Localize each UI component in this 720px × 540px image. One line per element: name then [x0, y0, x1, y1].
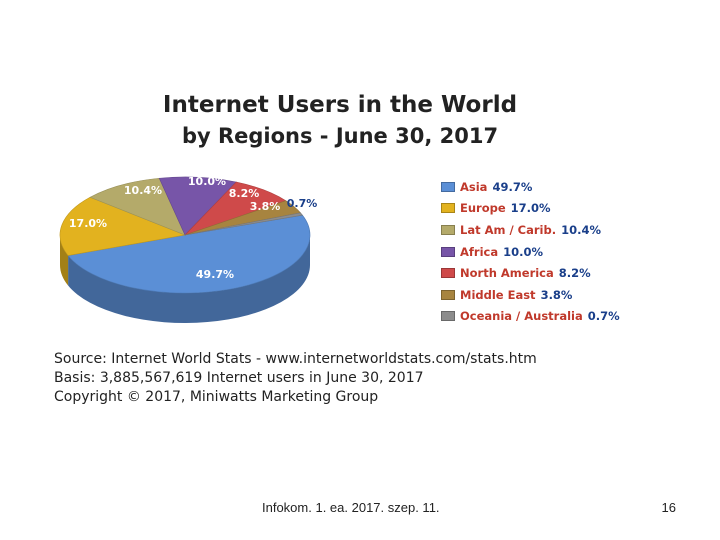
legend-item: Africa 10.0%	[441, 241, 620, 263]
pie-slice-lat-am-carib	[89, 177, 186, 236]
legend-item: Asia 49.7%	[441, 176, 620, 198]
pie-slice-side	[60, 235, 69, 286]
copyright-line: Copyright © 2017, Miniwatts Marketing Gr…	[54, 389, 379, 405]
legend-swatch	[441, 203, 455, 214]
page-number: 16	[661, 500, 676, 515]
legend-value: 0.7%	[587, 309, 620, 324]
source-line: Source: Internet World Stats - www.inter…	[54, 351, 537, 367]
pie-slice-europe	[59, 196, 187, 256]
legend-swatch	[441, 268, 455, 279]
legend-label: Africa	[460, 244, 499, 259]
pie-slice-side	[68, 235, 310, 324]
pie-value-label: 17.0%	[69, 217, 107, 230]
pie-chart: 49.7% 17.0% 10.4% 10.0%8.2%3.8% 0.7%	[59, 175, 318, 324]
chart-legend: Asia 49.7% Europe 17.0% Lat Am / Carib. 10.4%…	[441, 176, 620, 327]
legend-swatch	[441, 311, 455, 322]
pie-slice-africa	[158, 176, 237, 236]
legend-item: North America 8.2%	[441, 262, 620, 284]
legend-label: Lat Am / Carib.	[460, 222, 557, 237]
legend-label: Europe	[460, 201, 506, 216]
chart-title: Internet Users in the World	[162, 92, 518, 118]
pie-value-label: 10.0%	[188, 175, 226, 188]
legend-value: 3.8%	[540, 287, 573, 302]
legend-label: Asia	[460, 179, 488, 194]
legend-value: 10.4%	[561, 222, 601, 237]
pie-value-label: 49.7%	[196, 268, 234, 281]
source-notes: Source: Internet World Stats - www.inter…	[54, 350, 537, 407]
legend-label: North America	[460, 266, 554, 281]
slide-footer: Infokom. 1. ea. 2017. szep. 11.	[262, 500, 440, 515]
legend-swatch	[441, 246, 455, 257]
legend-label: Oceania / Australia	[460, 309, 583, 324]
legend-value: 49.7%	[492, 179, 533, 194]
pie-value-label: 8.2%	[229, 187, 260, 200]
pie-value-label: 0.7%	[287, 197, 318, 210]
legend-value: 17.0%	[510, 201, 551, 216]
legend-label: Middle East	[460, 287, 536, 302]
chart-subtitle: by Regions - June 30, 2017	[181, 124, 499, 148]
legend-swatch	[441, 289, 455, 300]
pie-slice-asia	[67, 214, 311, 294]
legend-item: Middle East 3.8%	[441, 284, 620, 306]
pie-value-label: 10.4%	[124, 184, 162, 197]
legend-value: 10.0%	[503, 244, 543, 259]
pie-value-label: 3.8%	[250, 200, 281, 213]
legend-item: Oceania / Australia 0.7%	[441, 306, 620, 328]
legend-swatch	[441, 224, 455, 235]
basis-line: Basis: 3,885,567,619 Internet users in J…	[54, 370, 424, 386]
pie-slice-oceania-australia	[184, 212, 304, 236]
legend-swatch	[441, 181, 455, 192]
legend-item: Europe 17.0%	[441, 198, 620, 220]
legend-item: Lat Am / Carib. 10.4%	[441, 219, 620, 241]
legend-value: 8.2%	[558, 266, 591, 281]
